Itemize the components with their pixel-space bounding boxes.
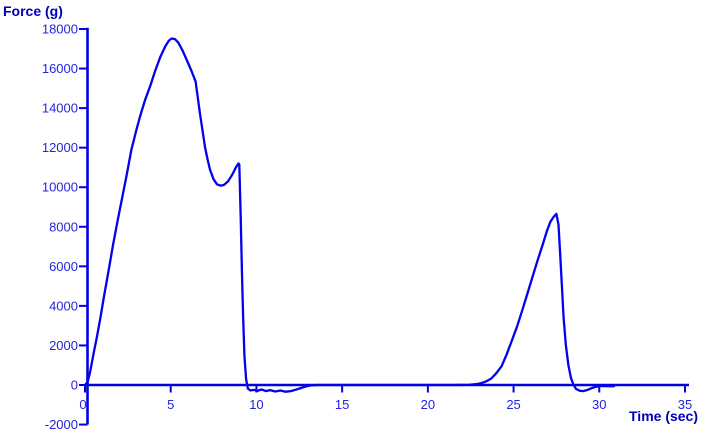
x-tick-label: 30 xyxy=(592,397,606,412)
x-tick-label: 25 xyxy=(506,397,520,412)
y-tick-label: 4000 xyxy=(49,298,78,313)
x-tick-label: 5 xyxy=(167,397,174,412)
axes: 1800016000140001200010000800060004000200… xyxy=(42,22,692,432)
x-axis-title: Time (sec) xyxy=(629,408,698,424)
x-tick-label: 20 xyxy=(421,397,435,412)
y-tick-label: 2000 xyxy=(49,338,78,353)
y-tick-label: 0 xyxy=(71,378,78,393)
y-tick-label: 12000 xyxy=(42,140,78,155)
x-tick-label: 0 xyxy=(79,397,86,412)
y-tick-label: 16000 xyxy=(42,61,78,76)
y-tick-label: -2000 xyxy=(45,417,78,432)
y-tick-label: 14000 xyxy=(42,101,78,116)
force-curve-group xyxy=(83,37,616,393)
y-axis-title: Force (g) xyxy=(3,3,63,19)
y-tick-label: 8000 xyxy=(49,219,78,234)
y-tick-label: 10000 xyxy=(42,180,78,195)
x-tick-label: 35 xyxy=(678,397,692,412)
y-tick-label: 18000 xyxy=(42,22,78,37)
x-tick-label: 15 xyxy=(335,397,349,412)
x-tick-label: 10 xyxy=(249,397,263,412)
y-tick-label: 6000 xyxy=(49,259,78,274)
force-curve xyxy=(83,37,616,393)
